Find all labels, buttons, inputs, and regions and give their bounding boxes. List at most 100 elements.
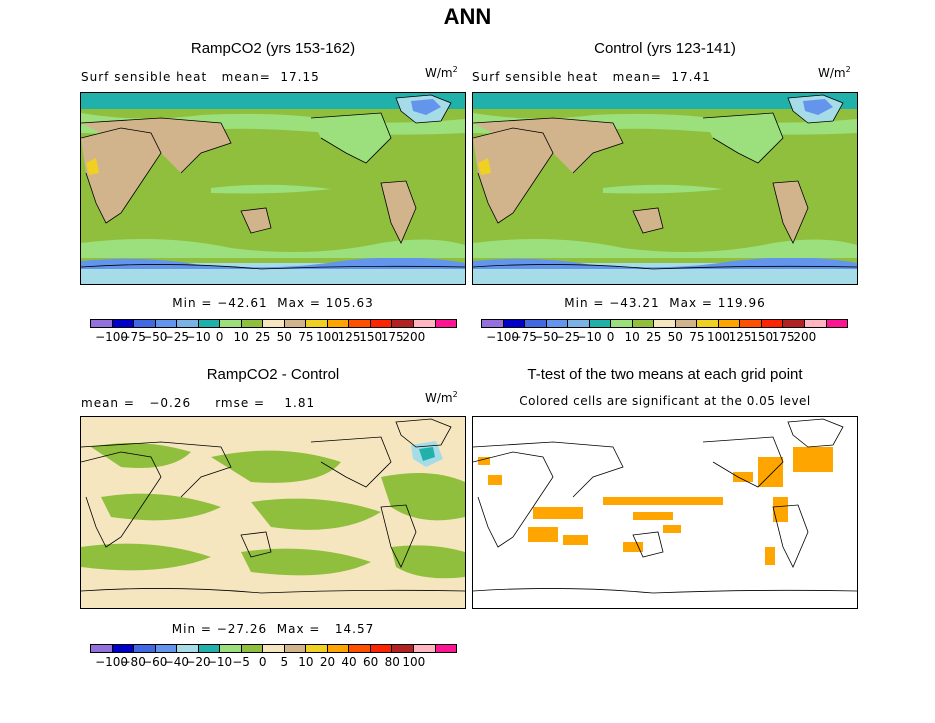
coast-antarctica (81, 264, 465, 270)
sig-cell (765, 547, 775, 565)
coast-antarctica (81, 588, 465, 594)
sig-cell (528, 527, 558, 542)
colorbar-tick-label: −10 (185, 330, 211, 344)
coast-africa (81, 127, 162, 224)
colorbar-tick-label: −10 (576, 330, 602, 344)
colorbar-tick-label: 10 (233, 330, 249, 344)
colorbar-tick-label: 175 (380, 330, 404, 344)
control-stat-label: Surf sensible heat mean= 17.41 (472, 70, 711, 84)
colorbar-swatch (263, 320, 285, 327)
greenland-core (411, 99, 441, 115)
colorbar-tick-label: 25 (255, 330, 271, 344)
colorbar-swatch (198, 320, 221, 327)
difference-minmax: Min = −27.26 Max = 14.57 (171, 622, 375, 636)
colorbar-tick-label: −50 (142, 330, 168, 344)
colorbar-swatch (370, 320, 393, 327)
colorbar-tick-label: 40 (341, 655, 357, 669)
difference-map-svg (81, 417, 465, 608)
eurasia (473, 118, 623, 173)
colorbar-swatch (783, 320, 805, 327)
colorbar-swatch (740, 320, 762, 327)
sig-cell (533, 507, 583, 519)
colorbar-swatch (435, 645, 457, 652)
sig-cell (663, 525, 681, 533)
coast-australia (240, 531, 272, 558)
coast-antarctica (473, 588, 857, 594)
panel-title-difference: RampCO2 - Control (206, 366, 340, 383)
colorbar-swatch (220, 645, 242, 652)
ttest-subtitle: Colored cells are significant at the 0.0… (519, 394, 811, 408)
colorbar-swatch (306, 645, 328, 652)
coast-south-america (772, 504, 809, 568)
eurasia (81, 118, 231, 173)
coast-australia (240, 207, 272, 234)
panel-title-control: Control (yrs 123-141) (594, 40, 736, 57)
coast-north-america (310, 436, 392, 488)
north-america (703, 113, 783, 163)
sig-cell (603, 497, 723, 505)
colorbar-swatch (284, 645, 307, 652)
colorbar-swatch (241, 320, 264, 327)
colorbar-swatch (413, 645, 436, 652)
figure-title: ANN (443, 4, 492, 29)
colorbar-tick-label: 0 (606, 330, 615, 344)
colorbar-swatch (220, 320, 242, 327)
colorbar-swatch (392, 645, 414, 652)
colorbar-tick-label: 0 (258, 655, 267, 669)
southern-band (81, 239, 465, 258)
patch-6 (241, 548, 371, 576)
colorbar-tick-label: 80 (384, 655, 400, 669)
colorbar-tick-label: −75 (120, 330, 146, 344)
colorbar-swatch (611, 320, 633, 327)
colorbar-swatch (327, 320, 350, 327)
colorbar-swatch (482, 320, 504, 327)
patch-4 (251, 498, 381, 530)
colorbar-swatch (826, 320, 848, 327)
colorbar-tick-label: 75 (689, 330, 705, 344)
green-patches (81, 443, 465, 579)
colorbar-swatch (546, 320, 569, 327)
colorbar-tick-label: −20 (185, 655, 211, 669)
coast-south-america (380, 180, 417, 244)
colorbar-tick-label: −50 (533, 330, 559, 344)
colorbar-tick-label: −75 (511, 330, 537, 344)
colorbar-swatch (525, 320, 547, 327)
coast-australia (632, 531, 664, 558)
colorbar-swatch (568, 320, 590, 327)
ttest-map-svg (473, 417, 857, 608)
greenland-core (803, 99, 833, 115)
coastlines (81, 94, 465, 270)
north-atlantic-core (419, 447, 435, 461)
colorbar-swatch (91, 645, 113, 652)
difference-units: W/m2 (425, 390, 458, 405)
coast-eurasia (473, 117, 624, 174)
colorbar-tick-label: −5 (232, 655, 250, 669)
colorbar-tick-label: −60 (142, 655, 168, 669)
patch-7 (381, 473, 465, 521)
coast-greenland (787, 94, 844, 124)
colorbar-tick-label: 200 (402, 330, 426, 344)
patch-3 (101, 493, 221, 521)
coast-greenland (395, 418, 452, 448)
colorbar-swatch (349, 645, 371, 652)
rampco2-units: W/m2 (425, 65, 458, 80)
africa (81, 128, 161, 223)
colorbar-swatch (263, 645, 285, 652)
colorbar-swatch (632, 320, 655, 327)
colorbar-swatch (370, 645, 393, 652)
sig-cell (488, 475, 502, 485)
colorbar-tick-label: 0 (215, 330, 224, 344)
colorbar-tick-label: −10 (206, 655, 233, 669)
coast-africa (473, 451, 554, 548)
coast-australia (632, 207, 664, 234)
colorbar-swatch (198, 645, 221, 652)
southern-band (473, 239, 857, 258)
north-america (311, 113, 391, 163)
coastlines (473, 418, 857, 594)
colorbar-tick-label: 175 (771, 330, 795, 344)
colorbar-tick-label: 50 (276, 330, 292, 344)
colorbar-swatch (392, 320, 414, 327)
rampco2-map (80, 92, 466, 285)
colorbar-swatch (654, 320, 676, 327)
colorbar-tick-label: 50 (667, 330, 683, 344)
